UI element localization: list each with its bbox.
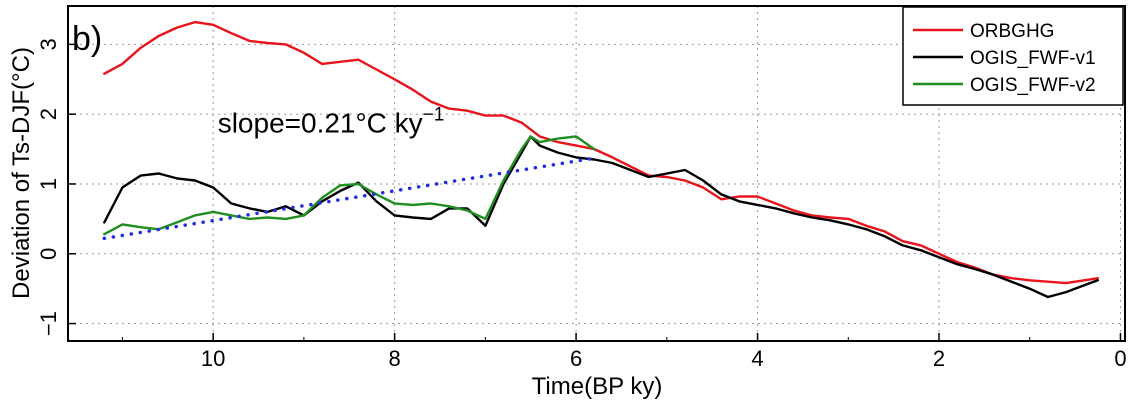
slope-annotation: slope=0.21°C ky−1	[218, 104, 445, 138]
panel-label: b)	[72, 20, 102, 58]
y-tick-label: 2	[36, 108, 61, 120]
y-axis-title: Deviation of Ts-DJF(°C)	[8, 47, 35, 299]
tick-labels: 10 8 6 4 2 0 −1 0 1 2 3	[36, 38, 1127, 371]
x-tick-label: 2	[933, 346, 945, 371]
series-line-ogis-fwf-v2	[103, 135, 596, 236]
legend-label-orbghg: ORBGHG	[970, 21, 1054, 42]
y-tick-label: 3	[36, 38, 61, 50]
x-tick-label: 4	[751, 346, 763, 371]
x-tick-label: 6	[570, 346, 582, 371]
x-tick-label: 8	[389, 346, 401, 371]
x-tick-label: 10	[201, 346, 225, 371]
y-tick-label: 0	[36, 248, 61, 260]
plot-frame	[67, 5, 1126, 342]
legend-label-ogis-fwf-v1: OGIS_FWF-v1	[970, 48, 1096, 69]
slope-annotation-text: slope=0.21°C ky	[218, 107, 423, 138]
x-tick-label: 0	[1114, 346, 1126, 371]
legend-label-ogis-fwf-v2: OGIS_FWF-v2	[970, 75, 1096, 96]
trend-line	[102, 156, 596, 241]
slope-annotation-superscript: −1	[423, 104, 445, 125]
x-axis-title: Time(BP ky)	[532, 373, 663, 400]
series-layer	[102, 20, 1100, 299]
y-tick-label: 1	[36, 178, 61, 190]
legend: ORBGHG OGIS_FWF-v1 OGIS_FWF-v2	[902, 6, 1124, 106]
y-tick-label: −1	[36, 311, 61, 336]
series-line-orbghg	[103, 20, 1100, 285]
ticks	[68, 43, 1122, 341]
